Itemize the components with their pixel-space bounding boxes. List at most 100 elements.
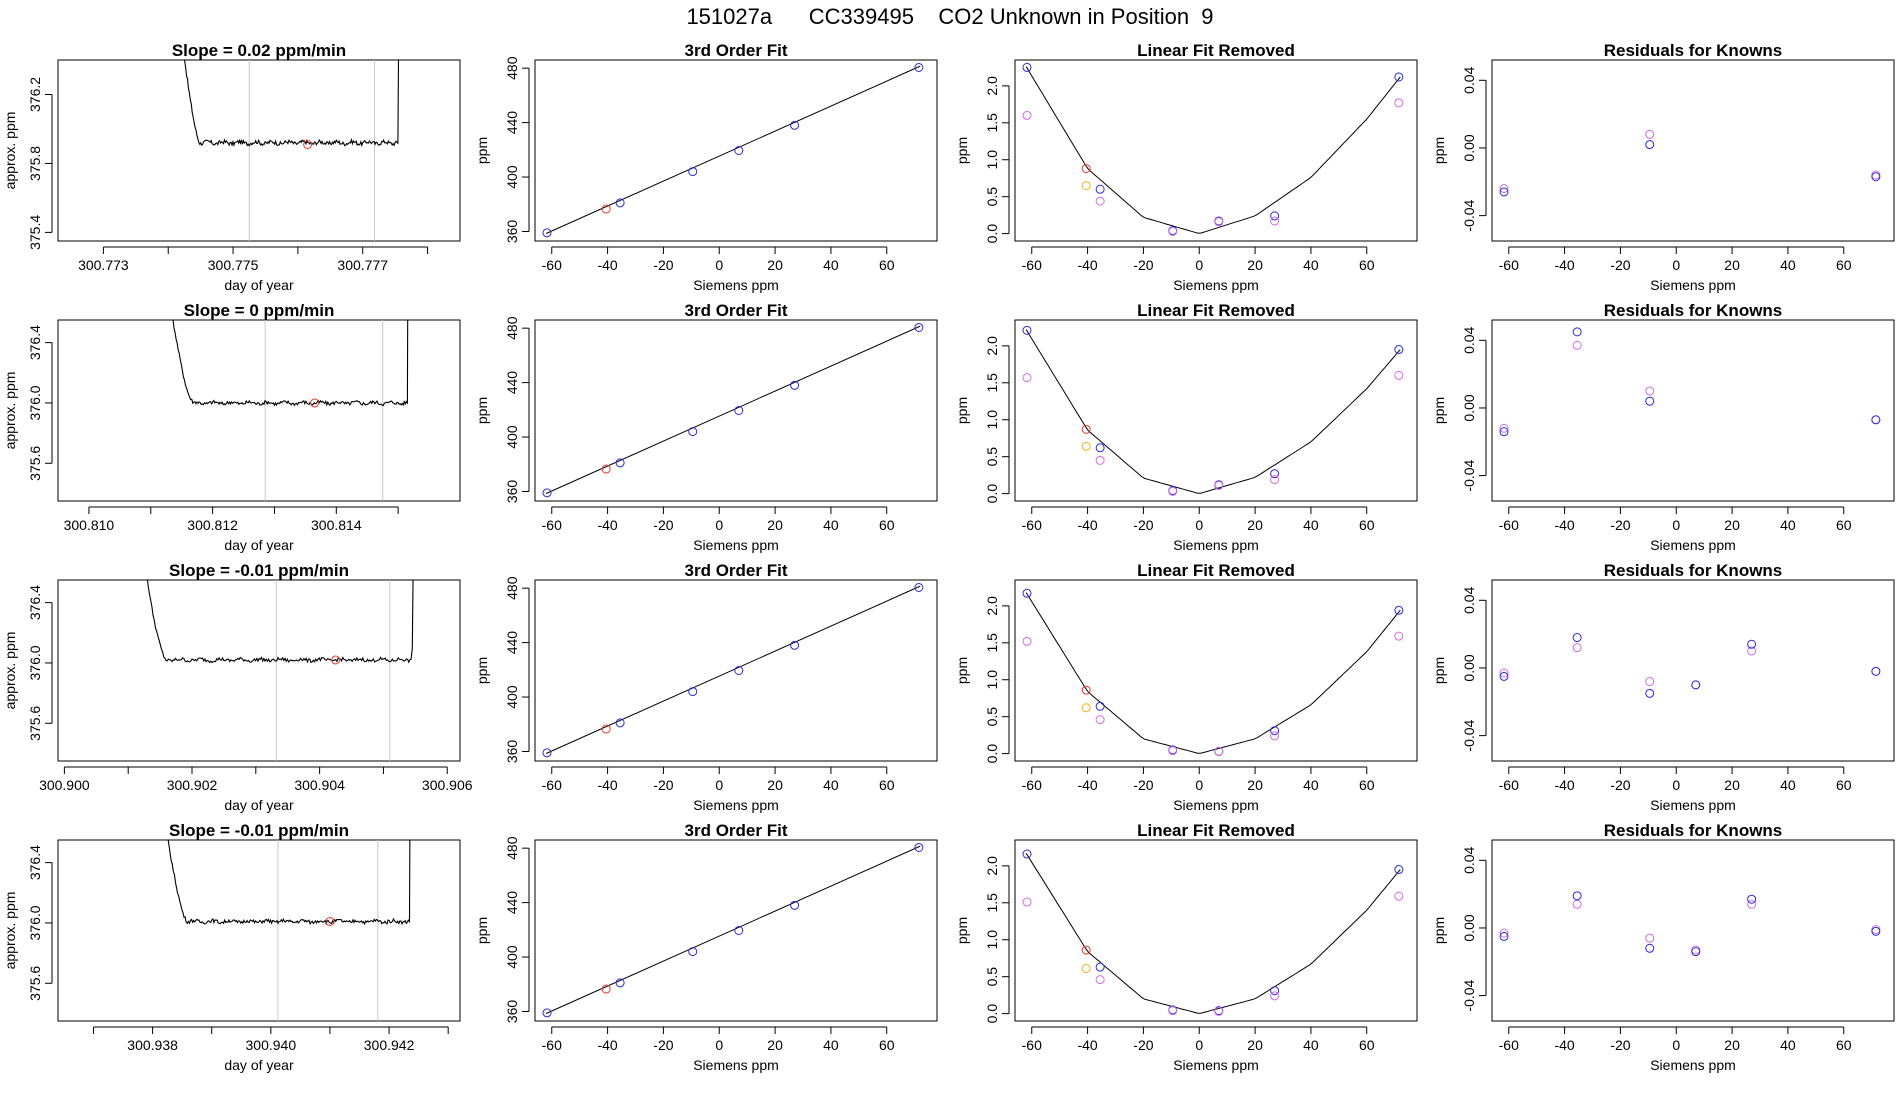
data-point-blue: [1572, 327, 1582, 337]
y-axis-label: ppm: [474, 397, 490, 424]
plot-frame: [534, 319, 938, 502]
y-tick-label: 0.5: [984, 187, 1000, 207]
y-tick-label: 400: [504, 685, 520, 709]
x-tick-label: -20: [653, 777, 673, 793]
x-tick-label: 300.942: [364, 1037, 415, 1053]
x-axis-label: day of year: [224, 537, 294, 553]
x-tick-label: 20: [767, 1037, 783, 1053]
plot-area: [1499, 327, 1881, 437]
plot-area: [542, 842, 924, 1018]
chart-title: Residuals for Knowns: [1604, 561, 1783, 580]
x-tick-label: 20: [1247, 1037, 1263, 1053]
x-tick-label: 300.904: [294, 777, 345, 793]
chart-fit-row1: 3rd Order Fit -60 -40 -20 0 20 40 60 Siemens ppm…: [474, 41, 938, 293]
chart-fit-row4: 3rd Order Fit -60 -40 -20 0 20 40 60 Siemens ppm…: [474, 821, 938, 1073]
x-tick-label: 0: [715, 257, 723, 273]
data-point-magenta: [1022, 110, 1032, 120]
y-axis: 375.6 376.0 376.4: [27, 325, 53, 481]
data-point-blue: [1394, 605, 1404, 615]
y-tick-label: 1.0: [984, 410, 1000, 430]
plot-area: [1022, 62, 1404, 236]
data-point-red: [1081, 945, 1091, 955]
y-tick-label: 0.0: [984, 744, 1000, 764]
fit-curve: [1025, 853, 1401, 1014]
data-point-blue: [542, 228, 552, 238]
x-axis-label: Siemens ppm: [1650, 277, 1736, 293]
chart-fit-row2: 3rd Order Fit -60 -40 -20 0 20 40 60 Siemens ppm…: [474, 301, 938, 553]
plot-frame: [57, 319, 461, 502]
x-tick-label: -40: [1554, 257, 1574, 273]
x-tick-label: 300.902: [167, 777, 218, 793]
x-axis-label: day of year: [224, 797, 294, 813]
unknown-marker: [331, 655, 341, 665]
x-tick-label: 60: [879, 777, 895, 793]
y-axis: 375.6 376.0 376.4: [27, 585, 53, 741]
y-tick-label: 376.0: [27, 385, 43, 420]
y-axis-label: ppm: [474, 657, 490, 684]
x-tick-label: 300.775: [208, 257, 259, 273]
data-point-magenta: [1572, 340, 1582, 350]
x-tick-label: 0: [1195, 257, 1203, 273]
data-point-blue: [542, 488, 552, 498]
x-axis: 300.938 300.940 300.942: [92, 1026, 449, 1053]
data-point-magenta: [1499, 184, 1509, 194]
x-axis: -60 -40 -20 0 20 40 60: [1022, 506, 1375, 533]
plot-area: [146, 580, 414, 761]
chart-title: Linear Fit Removed: [1137, 821, 1295, 840]
data-point-magenta: [1645, 933, 1655, 943]
chart-title: Residuals for Knowns: [1604, 821, 1783, 840]
x-tick-label: 60: [1836, 1037, 1852, 1053]
y-axis: -0.04 0.00 0.04: [1461, 846, 1487, 1012]
data-point-magenta: [1168, 226, 1178, 236]
y-tick-label: 360: [504, 480, 520, 504]
y-axis-label: approx. ppm: [2, 632, 18, 710]
unknown-marker: [310, 398, 320, 408]
chart-title: Linear Fit Removed: [1137, 301, 1295, 320]
y-axis: 0.0 0.5 1.0 1.5 2.0: [984, 76, 1010, 243]
y-tick-label: 400: [504, 165, 520, 189]
x-tick-label: 20: [1724, 257, 1740, 273]
x-tick-label: 300.810: [64, 517, 115, 533]
y-tick-label: 1.5: [984, 373, 1000, 393]
data-point-blue: [1022, 325, 1032, 335]
data-point-magenta: [1747, 646, 1757, 656]
y-tick-label: 0.04: [1461, 846, 1477, 873]
x-tick-label: -20: [1133, 1037, 1153, 1053]
x-tick-label: 0: [715, 1037, 723, 1053]
data-point-blue: [688, 427, 698, 437]
plot-frame: [1491, 59, 1895, 242]
chart-residuals-row2: Residuals for Knowns -60 -40 -20 0 20 40 60 Siem…: [1431, 301, 1895, 553]
data-point-magenta: [1394, 891, 1404, 901]
x-tick-label: -20: [1133, 777, 1153, 793]
plot-frame: [534, 59, 938, 242]
chart-linear_removed-row2: Linear Fit Removed -60 -40 -20 0 20 40 60 Siemen…: [954, 301, 1418, 553]
chart-linear_removed-row1: Linear Fit Removed -60 -40 -20 0 20 40 60 Siemen…: [954, 41, 1418, 293]
x-axis-label: Siemens ppm: [1173, 797, 1259, 813]
x-tick-label: -40: [597, 257, 617, 273]
plot-area: [1022, 325, 1404, 496]
y-tick-label: 1.5: [984, 893, 1000, 913]
y-tick-label: 376.4: [27, 585, 43, 620]
x-tick-label: 40: [823, 777, 839, 793]
y-axis: 360 400 440 480: [504, 576, 530, 763]
x-tick-label: 0: [715, 517, 723, 533]
y-axis-label: approx. ppm: [2, 112, 18, 190]
y-tick-label: -0.04: [1461, 199, 1477, 231]
plot-frame: [1491, 839, 1895, 1022]
data-point-blue: [1095, 184, 1105, 194]
y-axis-label: ppm: [954, 917, 970, 944]
y-tick-label: 2.0: [984, 76, 1000, 96]
x-tick-label: 20: [767, 257, 783, 273]
data-point-magenta: [1168, 486, 1178, 496]
x-tick-label: -60: [1022, 257, 1042, 273]
data-point-orange: [1081, 964, 1091, 974]
data-point-red: [1081, 164, 1091, 174]
data-point-blue: [1095, 701, 1105, 711]
y-tick-label: 360: [504, 1000, 520, 1024]
plot-area: [1499, 129, 1881, 197]
y-tick-label: 376.4: [27, 845, 43, 880]
y-tick-label: 2.0: [984, 856, 1000, 876]
x-tick-label: 60: [879, 517, 895, 533]
data-point-blue: [615, 458, 625, 468]
